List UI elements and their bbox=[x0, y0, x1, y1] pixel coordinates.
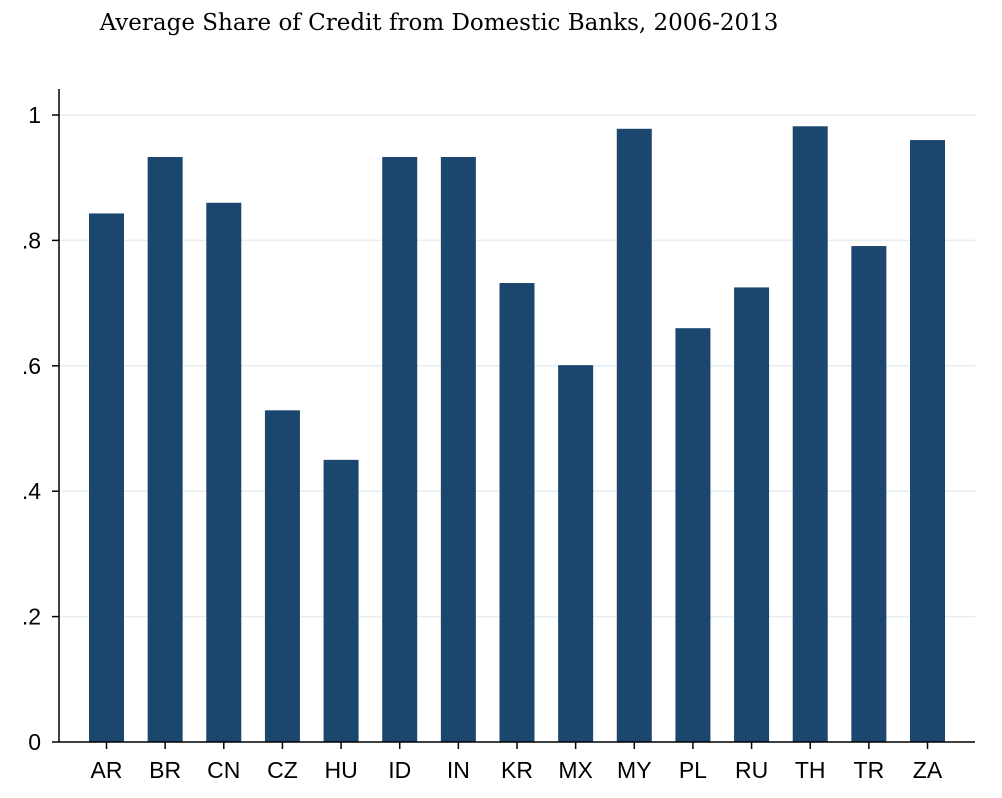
bar-ru bbox=[734, 287, 770, 742]
y-tick-label: .8 bbox=[22, 227, 41, 253]
bars bbox=[89, 126, 945, 743]
y-tick-label: 1 bbox=[28, 102, 41, 128]
bar-hu bbox=[323, 459, 359, 742]
bar-id bbox=[382, 157, 418, 742]
x-tick-label: HU bbox=[324, 757, 357, 783]
bar-in bbox=[440, 157, 476, 742]
x-tick-label: TR bbox=[854, 757, 885, 783]
x-tick-label: CN bbox=[207, 757, 240, 783]
x-axis-ticks: AR BR CN CZ HU ID IN KR MX MY PL RU TH TR ZA bbox=[91, 742, 943, 783]
x-tick-label: IN bbox=[447, 757, 470, 783]
x-tick-label: RU bbox=[735, 757, 768, 783]
x-tick-label: PL bbox=[679, 757, 707, 783]
y-axis-ticks: 0 .2 .4 .6 .8 1 bbox=[22, 102, 59, 755]
bar-pl bbox=[675, 328, 711, 742]
y-tick-label: .2 bbox=[22, 604, 41, 630]
x-tick-label: MY bbox=[617, 757, 652, 783]
y-tick-label: .6 bbox=[22, 353, 41, 379]
bar-kr bbox=[499, 283, 535, 742]
chart-title: Average Share of Credit from Domestic Ba… bbox=[99, 10, 779, 36]
x-tick-label: CZ bbox=[267, 757, 298, 783]
x-tick-label: KR bbox=[501, 757, 533, 783]
x-tick-label: ZA bbox=[913, 757, 943, 783]
bar-ar bbox=[89, 213, 124, 743]
bar-my bbox=[616, 128, 652, 742]
bar-mx bbox=[558, 365, 594, 742]
bar-th bbox=[792, 126, 828, 742]
y-tick-label: .4 bbox=[22, 478, 41, 504]
x-tick-label: BR bbox=[149, 757, 181, 783]
x-tick-label: ID bbox=[388, 757, 411, 783]
bar-tr bbox=[851, 246, 887, 742]
x-tick-label: MX bbox=[558, 757, 593, 783]
y-tick-label: 0 bbox=[28, 729, 41, 755]
x-tick-label: TH bbox=[795, 757, 826, 783]
bar-za bbox=[910, 140, 945, 742]
bar-br bbox=[147, 157, 183, 742]
bar-cn bbox=[206, 202, 242, 742]
x-tick-label: AR bbox=[91, 757, 123, 783]
bar-cz bbox=[264, 410, 300, 742]
